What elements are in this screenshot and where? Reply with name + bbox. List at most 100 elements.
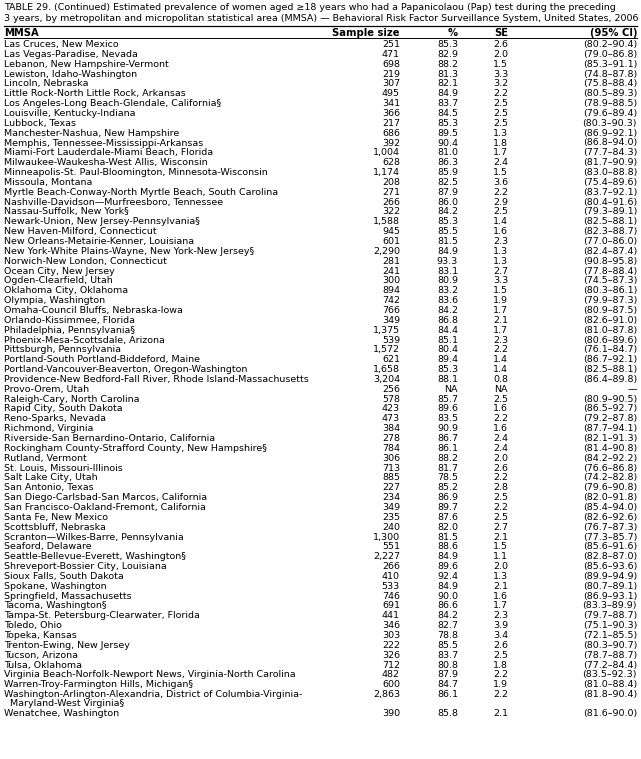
Text: Philadelphia, Pennsylvania§: Philadelphia, Pennsylvania§ (4, 326, 135, 335)
Text: (82.4–87.4): (82.4–87.4) (583, 247, 637, 256)
Text: (82.3–88.7): (82.3–88.7) (583, 227, 637, 236)
Text: 84.9: 84.9 (437, 581, 458, 591)
Text: 2,863: 2,863 (373, 690, 400, 699)
Text: 83.6: 83.6 (437, 296, 458, 305)
Text: Santa Fe, New Mexico: Santa Fe, New Mexico (4, 513, 108, 521)
Text: (79.6–90.8): (79.6–90.8) (583, 483, 637, 493)
Text: 2,290: 2,290 (373, 247, 400, 256)
Text: 1,174: 1,174 (373, 168, 400, 177)
Text: 1.7: 1.7 (493, 148, 508, 157)
Text: (82.6–91.0): (82.6–91.0) (583, 316, 637, 325)
Text: Toledo, Ohio: Toledo, Ohio (4, 621, 62, 630)
Text: 85.7: 85.7 (437, 395, 458, 404)
Text: 82.1: 82.1 (437, 80, 458, 88)
Text: 83.1: 83.1 (437, 266, 458, 276)
Text: 349: 349 (382, 316, 400, 325)
Text: 2.2: 2.2 (493, 670, 508, 679)
Text: 80.9: 80.9 (437, 276, 458, 285)
Text: 307: 307 (382, 80, 400, 88)
Text: (76.1–84.7): (76.1–84.7) (583, 345, 637, 354)
Text: 1.9: 1.9 (493, 296, 508, 305)
Text: 2.5: 2.5 (493, 493, 508, 502)
Text: (82.6–92.6): (82.6–92.6) (583, 513, 637, 521)
Text: Nassau-Suffolk, New York§: Nassau-Suffolk, New York§ (4, 207, 129, 216)
Text: 84.7: 84.7 (437, 680, 458, 689)
Text: Richmond, Virginia: Richmond, Virginia (4, 424, 94, 433)
Text: 90.9: 90.9 (437, 424, 458, 433)
Text: NA: NA (444, 385, 458, 394)
Text: Warren-Troy-Farmington Hills, Michigan§: Warren-Troy-Farmington Hills, Michigan§ (4, 680, 193, 689)
Text: 2.1: 2.1 (493, 581, 508, 591)
Text: 2.9: 2.9 (493, 197, 508, 206)
Text: (74.2–82.8): (74.2–82.8) (583, 474, 637, 483)
Text: Norwich-New London, Connecticut: Norwich-New London, Connecticut (4, 257, 167, 266)
Text: (81.7–90.9): (81.7–90.9) (583, 158, 637, 167)
Text: 81.5: 81.5 (437, 533, 458, 541)
Text: 222: 222 (382, 641, 400, 650)
Text: 2.4: 2.4 (493, 444, 508, 453)
Text: 84.2: 84.2 (437, 207, 458, 216)
Text: (80.3–90.3): (80.3–90.3) (583, 119, 637, 128)
Text: 83.2: 83.2 (437, 286, 458, 295)
Text: 1,004: 1,004 (373, 148, 400, 157)
Text: (77.3–85.7): (77.3–85.7) (583, 533, 637, 541)
Text: 89.4: 89.4 (437, 355, 458, 364)
Text: 441: 441 (382, 611, 400, 620)
Text: 85.5: 85.5 (437, 641, 458, 650)
Text: (82.5–88.1): (82.5–88.1) (583, 217, 637, 226)
Text: 3.6: 3.6 (493, 178, 508, 187)
Text: (83.5–92.3): (83.5–92.3) (583, 670, 637, 679)
Text: 81.5: 81.5 (437, 237, 458, 246)
Text: 1.9: 1.9 (493, 680, 508, 689)
Text: Portland-Vancouver-Beaverton, Oregon-Washington: Portland-Vancouver-Beaverton, Oregon-Was… (4, 365, 247, 374)
Text: (81.0–88.4): (81.0–88.4) (583, 680, 637, 689)
Text: 88.2: 88.2 (437, 454, 458, 463)
Text: 1.5: 1.5 (493, 60, 508, 69)
Text: 217: 217 (382, 119, 400, 128)
Text: 86.1: 86.1 (437, 690, 458, 699)
Text: 2.1: 2.1 (493, 533, 508, 541)
Text: (82.8–87.0): (82.8–87.0) (583, 553, 637, 561)
Text: (95% CI): (95% CI) (590, 28, 637, 38)
Text: St. Louis, Missouri-Illinois: St. Louis, Missouri-Illinois (4, 464, 122, 473)
Text: 85.2: 85.2 (437, 483, 458, 493)
Text: (85.6–91.6): (85.6–91.6) (583, 543, 637, 551)
Text: 271: 271 (382, 187, 400, 197)
Text: 533: 533 (382, 581, 400, 591)
Text: Salt Lake City, Utah: Salt Lake City, Utah (4, 474, 97, 483)
Text: 1.3: 1.3 (493, 257, 508, 266)
Text: 86.1: 86.1 (437, 444, 458, 453)
Text: 83.5: 83.5 (437, 414, 458, 424)
Text: 2.6: 2.6 (493, 464, 508, 473)
Text: (86.9–92.1): (86.9–92.1) (583, 128, 637, 137)
Text: 93.3: 93.3 (437, 257, 458, 266)
Text: 1.3: 1.3 (493, 128, 508, 137)
Text: (77.0–86.0): (77.0–86.0) (583, 237, 637, 246)
Text: 1.4: 1.4 (493, 217, 508, 226)
Text: 3 years, by metropolitan and micropolitan statistical area (MMSA) — Behavioral R: 3 years, by metropolitan and micropolita… (4, 14, 638, 23)
Text: 85.8: 85.8 (437, 709, 458, 718)
Text: (79.3–89.1): (79.3–89.1) (583, 207, 637, 216)
Text: 88.1: 88.1 (437, 375, 458, 384)
Text: 85.3: 85.3 (437, 40, 458, 49)
Text: (82.5–88.1): (82.5–88.1) (583, 365, 637, 374)
Text: 89.7: 89.7 (437, 503, 458, 512)
Text: 473: 473 (382, 414, 400, 424)
Text: 1.6: 1.6 (493, 591, 508, 600)
Text: 1,658: 1,658 (373, 365, 400, 374)
Text: 1.8: 1.8 (493, 138, 508, 147)
Text: (75.4–89.6): (75.4–89.6) (583, 178, 637, 187)
Text: (83.7–92.1): (83.7–92.1) (583, 187, 637, 197)
Text: (75.8–88.4): (75.8–88.4) (583, 80, 637, 88)
Text: (80.3–86.1): (80.3–86.1) (583, 286, 637, 295)
Text: Miami-Fort Lauderdale-Miami Beach, Florida: Miami-Fort Lauderdale-Miami Beach, Flori… (4, 148, 213, 157)
Text: 84.9: 84.9 (437, 553, 458, 561)
Text: Orlando-Kissimmee, Florida: Orlando-Kissimmee, Florida (4, 316, 135, 325)
Text: 86.8: 86.8 (437, 316, 458, 325)
Text: Milwaukee-Waukesha-West Allis, Wisconsin: Milwaukee-Waukesha-West Allis, Wisconsin (4, 158, 208, 167)
Text: 81.0: 81.0 (437, 148, 458, 157)
Text: 2.0: 2.0 (493, 50, 508, 59)
Text: Lebanon, New Hampshire-Vermont: Lebanon, New Hampshire-Vermont (4, 60, 169, 69)
Text: New Haven-Milford, Connecticut: New Haven-Milford, Connecticut (4, 227, 156, 236)
Text: Olympia, Washington: Olympia, Washington (4, 296, 105, 305)
